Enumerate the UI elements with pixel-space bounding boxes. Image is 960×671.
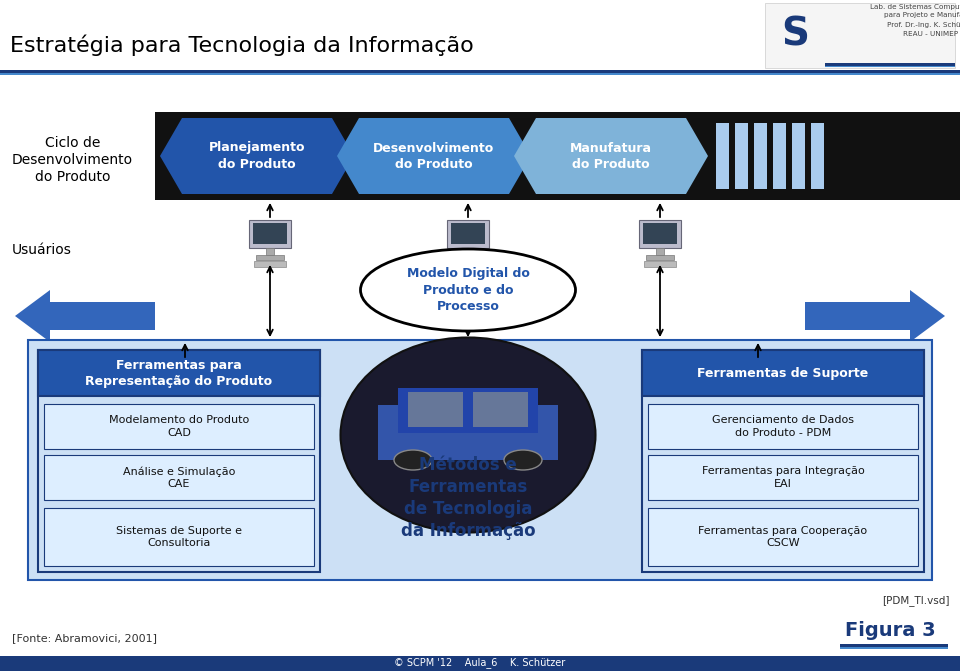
Bar	[639, 220, 681, 248]
Bar	[28, 340, 932, 580]
Polygon shape	[337, 118, 531, 194]
Ellipse shape	[504, 450, 542, 470]
Bar	[825, 63, 955, 66]
Bar	[256, 255, 284, 260]
Bar	[38, 350, 320, 572]
Text: Métodos e
Ferramentas
de Tecnologia
da Informação: Métodos e Ferramentas de Tecnologia da I…	[400, 456, 536, 540]
Bar	[44, 404, 314, 449]
Text: Gerenciamento de Dados
do Produto - PDM: Gerenciamento de Dados do Produto - PDM	[712, 415, 854, 437]
Bar	[716, 123, 729, 189]
Text: Ferramentas de Suporte: Ferramentas de Suporte	[697, 366, 869, 380]
Bar	[0, 656, 960, 671]
Text: [Fonte: Abramovici, 2001]: [Fonte: Abramovici, 2001]	[12, 633, 157, 643]
Bar	[840, 647, 948, 648]
Text: Modelo Digital do
Produto e do
Processo: Modelo Digital do Produto e do Processo	[407, 268, 529, 313]
Bar	[648, 508, 918, 566]
Text: Sistemas de Suporte e
Consultoria: Sistemas de Suporte e Consultoria	[116, 526, 242, 548]
Text: Planejamento
do Produto: Planejamento do Produto	[208, 142, 305, 170]
Text: Ciclo de
Desenvolvimento
do Produto: Ciclo de Desenvolvimento do Produto	[12, 136, 133, 185]
Bar	[452, 261, 484, 267]
Bar	[648, 455, 918, 500]
Bar	[0, 70, 960, 73]
Polygon shape	[514, 118, 708, 194]
Bar	[656, 248, 664, 255]
Text: Figura 3: Figura 3	[845, 621, 936, 639]
Text: © SCPM '12    Aula_6    K. Schützer: © SCPM '12 Aula_6 K. Schützer	[395, 658, 565, 668]
Bar	[643, 223, 677, 244]
Bar	[266, 248, 274, 255]
Bar	[44, 508, 314, 566]
Text: Modelamento do Produto
CAD: Modelamento do Produto CAD	[108, 415, 250, 437]
Text: Usuários: Usuários	[12, 243, 72, 257]
Bar	[451, 223, 485, 244]
Text: Lab. de Sistemas Computacionais
para Projeto e Manufatura
Prof. Dr.-Ing. K. Schü: Lab. de Sistemas Computacionais para Pro…	[870, 3, 960, 36]
Bar	[38, 350, 320, 396]
Text: S: S	[781, 16, 809, 54]
Bar	[646, 255, 674, 260]
Ellipse shape	[394, 450, 432, 470]
Ellipse shape	[361, 249, 575, 331]
Text: Ferramentas para
Representação do Produto: Ferramentas para Representação do Produt…	[85, 358, 273, 387]
Polygon shape	[160, 118, 354, 194]
Text: Ferramentas para Cooperação
CSCW: Ferramentas para Cooperação CSCW	[699, 526, 868, 548]
Bar	[44, 455, 314, 500]
Polygon shape	[805, 290, 945, 342]
Text: Ferramentas para Integração
EAI: Ferramentas para Integração EAI	[702, 466, 864, 488]
Text: Análise e Simulação
CAE: Análise e Simulação CAE	[123, 466, 235, 489]
Bar	[642, 350, 924, 396]
Text: Estratégia para Tecnologia da Informação: Estratégia para Tecnologia da Informação	[10, 34, 473, 56]
Bar	[378, 405, 558, 460]
Polygon shape	[15, 290, 155, 342]
Bar	[408, 392, 463, 427]
Bar	[473, 392, 528, 427]
Bar	[155, 112, 960, 200]
Bar	[773, 123, 786, 189]
Bar	[464, 248, 472, 255]
Bar	[840, 644, 948, 647]
Bar	[454, 255, 482, 260]
Bar	[792, 123, 805, 189]
Bar	[0, 73, 960, 74]
Bar	[398, 388, 538, 433]
Bar	[765, 3, 955, 68]
Bar	[648, 404, 918, 449]
Bar	[254, 261, 286, 267]
Text: Desenvolvimento
do Produto: Desenvolvimento do Produto	[373, 142, 494, 170]
Bar	[249, 220, 291, 248]
Text: [PDM_TI.vsd]: [PDM_TI.vsd]	[882, 595, 950, 606]
Bar	[253, 223, 287, 244]
Bar	[825, 66, 955, 67]
Bar	[754, 123, 767, 189]
Bar	[644, 261, 676, 267]
Bar	[811, 123, 824, 189]
Bar	[447, 220, 489, 248]
Ellipse shape	[341, 338, 595, 533]
Bar	[642, 350, 924, 572]
Bar	[735, 123, 748, 189]
Text: Manufatura
do Produto: Manufatura do Produto	[570, 142, 652, 170]
